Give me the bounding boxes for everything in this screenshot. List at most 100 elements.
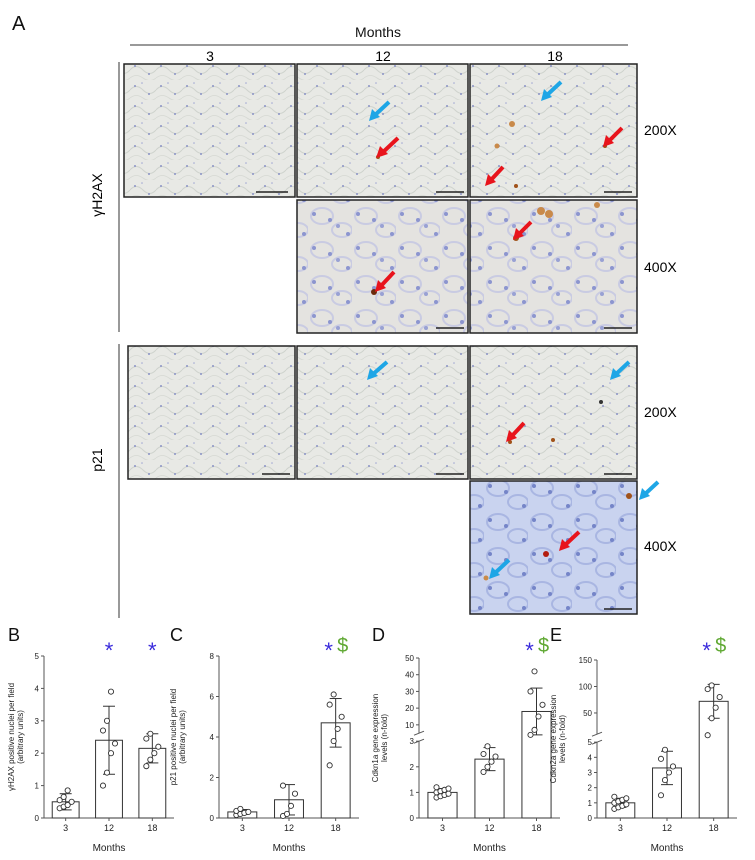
significance-star: *	[148, 638, 157, 663]
y-tick-label: 2	[210, 774, 215, 783]
data-point	[623, 801, 630, 808]
data-point	[484, 763, 491, 770]
y-tick-label: 4	[210, 733, 215, 742]
red-arrow-icon	[376, 136, 400, 158]
data-point	[480, 750, 487, 758]
y-axis-label: γH2AX positive nuclei per field(arbitrar…	[7, 683, 25, 791]
x-tick-label: 3	[440, 823, 445, 833]
blue-arrow-icon	[367, 360, 389, 380]
x-tick-label: 18	[147, 823, 157, 833]
panel-label: B	[8, 625, 20, 645]
column-3-months: 3	[206, 48, 214, 64]
blue-arrow-icon	[639, 480, 660, 500]
y-tick-label: 6	[210, 693, 215, 702]
data-point	[661, 746, 669, 753]
months-header: Months	[355, 24, 401, 40]
y-tick-label: 1	[35, 782, 40, 791]
y-axis-label: Cdkn1a gene expressionlevels (n-fold)	[371, 694, 389, 783]
y-tick-label: 40	[405, 671, 414, 680]
data-point	[326, 762, 333, 769]
data-point	[531, 668, 538, 675]
x-tick-label: 12	[284, 823, 294, 833]
micrograph-gh2ax-3mo-200x	[123, 63, 296, 198]
blue-arrow-icon	[610, 360, 631, 380]
y-tick-label: 2	[410, 763, 415, 772]
data-point	[107, 750, 115, 757]
bar	[698, 700, 729, 819]
y-axis-label: Cdkn2a gene expressionlevels (n-fold)	[549, 695, 567, 784]
y-tick-label: 4	[35, 684, 40, 693]
y-tick-label: 150	[579, 656, 593, 665]
red-arrow-icon	[506, 421, 526, 442]
red-arrows	[375, 126, 624, 551]
data-point	[488, 758, 495, 765]
x-axis-label: Months	[473, 843, 506, 854]
data-point	[445, 785, 452, 792]
red-arrow-icon	[513, 220, 533, 240]
micrograph-p21-18mo-400x	[469, 480, 638, 615]
y-tick-label: 50	[405, 654, 414, 663]
data-point	[611, 793, 618, 800]
data-point	[708, 682, 715, 689]
axis-break-mark	[413, 730, 425, 736]
micrograph-p21-18mo-200x	[469, 345, 638, 480]
y-tick-label: 3	[588, 768, 593, 777]
data-point	[657, 792, 665, 799]
scale-bars	[256, 191, 632, 610]
significance-star: *	[324, 638, 333, 663]
data-point	[279, 782, 287, 789]
data-point	[704, 732, 711, 739]
y-tick-label: 20	[405, 704, 414, 713]
data-point	[623, 795, 630, 802]
data-point	[712, 704, 719, 711]
x-tick-label: 3	[618, 823, 623, 833]
panel-label: E	[550, 625, 562, 645]
magnification-label: 200X	[644, 122, 677, 138]
y-tick-label: 0	[410, 814, 415, 823]
data-point	[245, 808, 252, 815]
data-point	[716, 694, 723, 701]
x-tick-label: 12	[662, 823, 672, 833]
significance-star: *	[525, 638, 534, 663]
y-tick-label: 0	[588, 814, 593, 823]
micrograph-gh2ax-12mo-400x	[296, 199, 469, 334]
data-point	[531, 726, 538, 733]
panel-a-label: A	[12, 13, 26, 35]
data-point	[283, 810, 291, 818]
data-point	[708, 715, 715, 722]
red-arrow-icon	[559, 530, 581, 551]
x-tick-label: 12	[484, 823, 494, 833]
x-tick-label: 12	[104, 823, 114, 833]
significance-dollar: $	[538, 635, 549, 657]
data-point	[433, 784, 440, 791]
magnification-label: 200X	[644, 404, 677, 420]
micrograph-gh2ax-18mo-400x	[469, 199, 638, 334]
x-tick-label: 3	[63, 823, 68, 833]
data-point	[330, 691, 337, 698]
blue-arrow-icon	[541, 80, 563, 101]
y-tick-label: 3	[410, 737, 415, 746]
y-tick-label: 8	[210, 652, 215, 661]
data-point	[147, 730, 154, 737]
panel-label: C	[170, 625, 183, 645]
magnification-label: 400X	[644, 538, 677, 554]
x-tick-label: 18	[331, 823, 341, 833]
data-point	[492, 753, 499, 760]
significance-star: *	[105, 638, 114, 663]
data-point	[237, 805, 244, 812]
column-12-months: 12	[375, 48, 391, 64]
data-point	[143, 763, 150, 770]
y-tick-label: 0	[210, 814, 215, 823]
x-axis-label: Months	[273, 843, 306, 854]
data-point	[480, 768, 487, 775]
y-tick-label: 5	[588, 738, 593, 747]
significance-dollar: $	[337, 635, 348, 657]
data-point	[539, 701, 546, 708]
data-point	[704, 686, 711, 693]
red-arrow-icon	[603, 126, 624, 147]
y-axis-label: p21 positive nuclei per field(arbitrary …	[169, 689, 187, 786]
